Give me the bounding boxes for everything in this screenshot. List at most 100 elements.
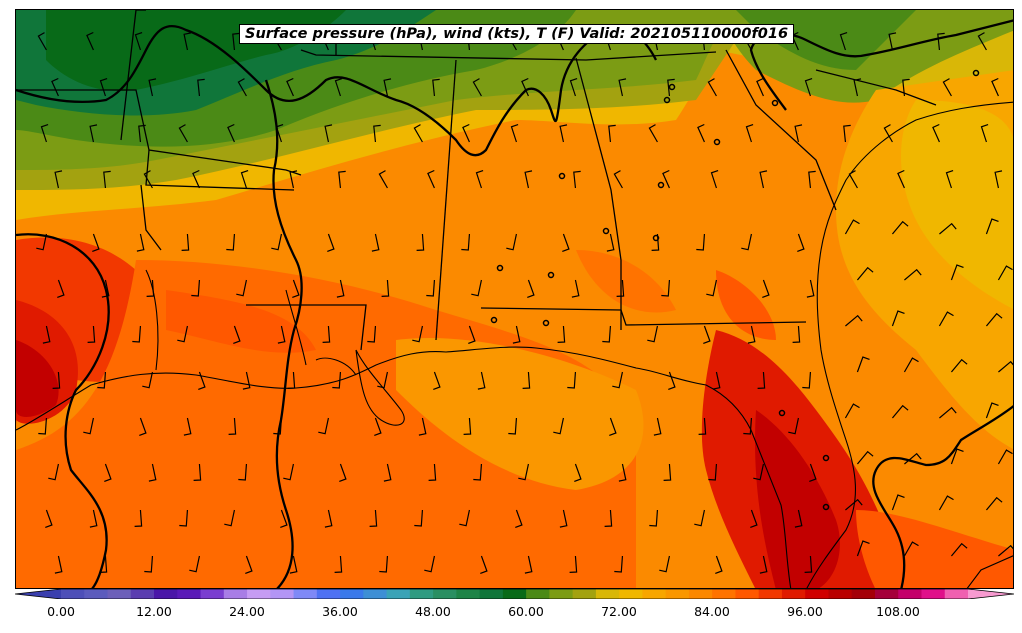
wind-barb <box>139 417 147 436</box>
wind-barb <box>856 266 874 281</box>
colorbar-segment <box>84 589 109 599</box>
colorbar-segment <box>805 589 829 599</box>
wind-barb <box>604 509 613 527</box>
wind-barb <box>83 417 95 435</box>
wind-barb <box>418 417 427 436</box>
wind-barb <box>715 555 723 574</box>
wind-barb <box>897 169 905 189</box>
wind-barb <box>904 452 922 465</box>
wind-barb <box>45 509 53 528</box>
colorbar-segment <box>619 589 643 599</box>
colorbar-segment <box>549 589 574 599</box>
colorbar-segment <box>712 589 736 599</box>
wind-barb <box>432 78 440 97</box>
map-svg <box>16 10 1013 588</box>
wind-barb <box>571 279 580 298</box>
wind-barb <box>52 371 61 389</box>
wind-barb <box>383 463 392 482</box>
colorbar-segment <box>526 589 550 599</box>
wind-barb <box>522 371 531 389</box>
wind-barb <box>142 371 154 389</box>
colorbar-segment <box>595 589 620 599</box>
wind-barb <box>606 233 615 252</box>
wind-barb <box>985 402 999 419</box>
colorbar-extend-high <box>968 589 1014 599</box>
wind-barb <box>802 371 812 389</box>
wind-barb <box>567 371 577 389</box>
wind-barb <box>89 509 98 528</box>
wind-barb <box>86 31 94 51</box>
wind-barb <box>289 555 298 574</box>
wind-barb <box>480 555 488 574</box>
wind-barb <box>183 417 192 436</box>
wind-barb <box>381 279 390 297</box>
wind-barb <box>236 279 248 297</box>
wind-barb <box>189 555 201 573</box>
wind-barb <box>99 78 108 97</box>
colorbar-segment <box>363 589 388 599</box>
wind-barb <box>57 279 65 298</box>
wind-barb <box>191 279 201 297</box>
wind-barb <box>559 509 568 528</box>
wind-barb <box>428 463 437 481</box>
wind-barb <box>997 265 1013 281</box>
colorbar-tick-label: 60.00 <box>508 604 544 619</box>
wind-barb <box>413 124 423 143</box>
wind-barb <box>950 542 968 557</box>
wind-barb <box>238 463 248 481</box>
wind-barb <box>232 32 240 51</box>
wind-barb <box>809 463 817 482</box>
wind-barb <box>461 233 471 251</box>
colorbar-segment <box>851 589 876 599</box>
wind-barb <box>745 124 754 143</box>
wind-barb <box>89 124 98 143</box>
colorbar-tick-label: 48.00 <box>415 604 451 619</box>
wind-barb <box>179 509 189 527</box>
wind-barb <box>708 463 718 481</box>
wind-barb <box>662 169 670 189</box>
wind-barb <box>146 279 155 297</box>
wind-barb <box>104 463 112 482</box>
wind-barb <box>804 555 813 573</box>
wind-barb <box>508 417 518 435</box>
wind-barb <box>891 404 909 419</box>
wind-barb <box>132 325 142 343</box>
wind-barb <box>573 170 581 189</box>
wind-barb <box>412 325 424 343</box>
wind-barb <box>950 264 964 281</box>
wind-barb <box>792 325 801 343</box>
wind-barb <box>374 417 382 436</box>
wind-barb <box>371 233 380 252</box>
wind-barb <box>224 509 236 527</box>
wind-barb <box>945 170 954 189</box>
wind-barb <box>756 77 764 97</box>
wind-barb <box>459 509 471 527</box>
wind-barb <box>938 311 954 327</box>
wind-barb <box>322 325 331 343</box>
wind-barb <box>853 78 862 97</box>
wind-barb <box>609 417 617 436</box>
wind-barb <box>193 463 202 481</box>
colorbar-tick-label: 24.00 <box>229 604 265 619</box>
wind-barb <box>616 279 625 297</box>
wind-barb <box>613 170 623 189</box>
wind-barb <box>97 371 107 389</box>
wind-barb <box>848 170 858 189</box>
wind-barb <box>521 77 529 97</box>
wind-barb <box>289 170 298 189</box>
wind-barb <box>468 325 476 344</box>
wind-barb <box>99 555 108 573</box>
wind-barb <box>462 123 470 143</box>
wind-barb <box>845 314 863 327</box>
wind-barb <box>557 325 566 343</box>
wind-barb <box>197 78 205 97</box>
wind-barb <box>148 463 157 482</box>
wind-barb <box>527 279 535 298</box>
colorbar-segment <box>154 589 178 599</box>
colorbar-segment <box>61 589 85 599</box>
wind-barb <box>706 279 718 297</box>
colorbar-tick-label: 84.00 <box>694 604 730 619</box>
colorbar-segment <box>316 589 341 599</box>
colorbar-segment <box>758 589 783 599</box>
colorbar-segment <box>270 589 295 599</box>
